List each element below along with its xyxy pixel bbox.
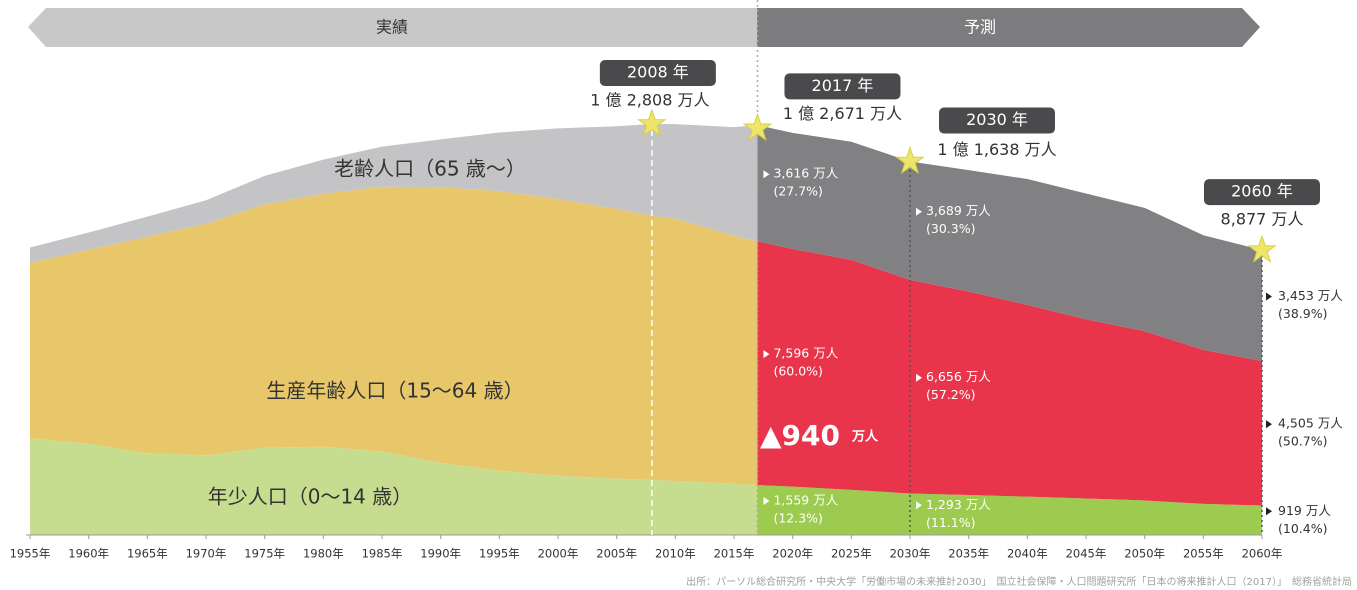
forecast-banner	[757, 8, 1260, 47]
decline-unit: 万人	[851, 429, 879, 445]
share-label: (10.4%)	[1278, 521, 1327, 536]
value-label: 3,616 万人	[773, 166, 838, 181]
x-tick-label: 1980年	[303, 547, 344, 561]
x-tick-label: 1970年	[186, 547, 227, 561]
total-label: 8,877 万人	[1221, 210, 1304, 229]
x-tick-label: 2035年	[948, 547, 989, 561]
year-label: 2008 年	[627, 63, 689, 82]
share-label: (12.3%)	[773, 510, 822, 525]
share-label: (27.7%)	[773, 184, 822, 199]
x-tick-label: 2055年	[1183, 547, 1224, 561]
past-label: 実績	[376, 18, 408, 37]
x-tick-label: 1975年	[244, 547, 285, 561]
x-tick-label: 2025年	[831, 547, 872, 561]
x-tick-label: 2030年	[890, 547, 931, 561]
x-tick-label: 2060年	[1242, 547, 1283, 561]
value-label: 7,596 万人	[773, 346, 838, 361]
value-label: 3,689 万人	[926, 203, 991, 218]
x-tick-label: 2020年	[772, 547, 813, 561]
forecast-label: 予測	[964, 18, 996, 37]
x-tick-label: 1965年	[127, 547, 168, 561]
label-pointer	[1266, 420, 1272, 428]
share-label: (38.9%)	[1278, 306, 1327, 321]
share-label: (30.3%)	[926, 221, 975, 236]
value-label: 1,293 万人	[926, 497, 991, 512]
x-tick-label: 1990年	[420, 547, 461, 561]
share-label: (50.7%)	[1278, 434, 1327, 449]
year-label: 2017 年	[812, 76, 874, 95]
value-label: 4,505 万人	[1278, 416, 1343, 431]
series-label: 老齢人口（65 歳～）	[334, 157, 526, 181]
share-label: (60.0%)	[773, 364, 822, 379]
value-label: 6,656 万人	[926, 369, 991, 384]
label-pointer	[1266, 293, 1272, 301]
series-label: 生産年齢人口（15～64 歳）	[266, 379, 523, 403]
x-tick-label: 1960年	[68, 547, 109, 561]
x-tick-label: 1985年	[362, 547, 403, 561]
x-tick-label: 1955年	[10, 547, 51, 561]
total-label: 1 億 2,808 万人	[590, 91, 709, 110]
value-label: 3,453 万人	[1278, 288, 1343, 303]
series-label: 年少人口（0～14 歳）	[208, 485, 413, 509]
x-tick-label: 2000年	[538, 547, 579, 561]
chart: 実績 予測 出所：パーソル総合研究所・中央大学「労働市場の未来推計2030」 国…	[0, 0, 1357, 590]
value-label: 919 万人	[1278, 503, 1331, 518]
x-tick-label: 2045年	[1066, 547, 1107, 561]
total-label: 1 億 2,671 万人	[783, 104, 902, 123]
x-tick-label: 1995年	[479, 547, 520, 561]
year-label: 2060 年	[1231, 182, 1293, 201]
decline-label: ▲940	[760, 419, 840, 452]
label-pointer	[1266, 507, 1272, 515]
x-tick-label: 2040年	[1007, 547, 1048, 561]
share-label: (57.2%)	[926, 387, 975, 402]
year-label: 2030 年	[966, 110, 1028, 129]
x-tick-label: 2050年	[1124, 547, 1165, 561]
x-tick-label: 2015年	[714, 547, 755, 561]
total-label: 1 億 1,638 万人	[937, 140, 1056, 159]
x-tick-label: 2005年	[596, 547, 637, 561]
value-label: 1,559 万人	[773, 492, 838, 507]
source: 出所：パーソル総合研究所・中央大学「労働市場の未来推計2030」 国立社会保障・…	[686, 575, 1352, 588]
share-label: (11.1%)	[926, 515, 975, 530]
x-tick-label: 2010年	[655, 547, 696, 561]
